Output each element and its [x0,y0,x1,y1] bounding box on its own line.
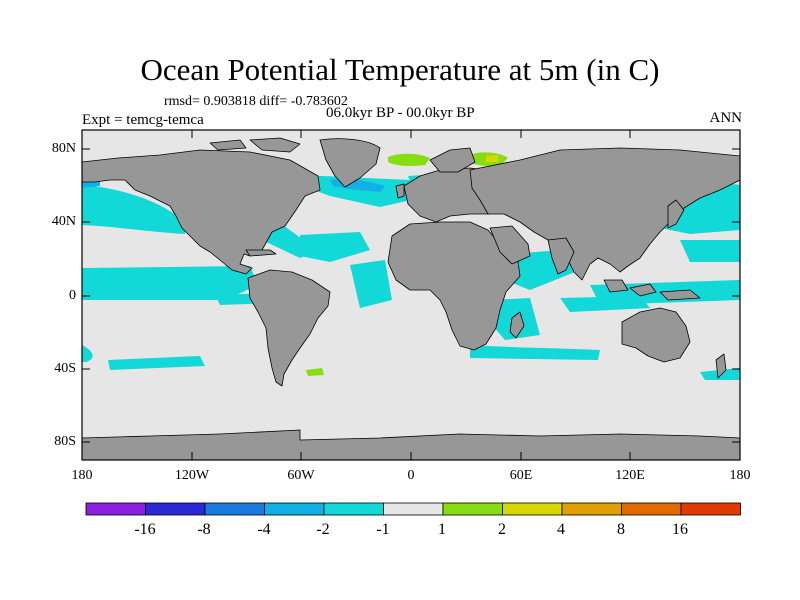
colorbar-swatch [323,502,384,516]
colorbar-label: -1 [376,521,390,538]
colorbar-label: -8 [197,521,211,538]
x-tick-label: 60W [287,468,315,483]
page-title: Ocean Potential Temperature at 5m (in C) [140,52,660,87]
y-axis-ticks [82,148,740,443]
colorbar-swatch [204,502,265,516]
y-tick-label: 40S [54,361,76,376]
x-tick-label: 120W [174,468,210,483]
colorbar-swatch [621,502,682,516]
colorbar-swatch [383,502,444,516]
colorbar-swatch [145,502,206,516]
x-tick-label: 120E [615,468,645,483]
y-tick-label: 80S [54,434,76,449]
land-masses [82,137,740,460]
y-tick-label: 80N [51,141,76,156]
colorbar [85,502,741,516]
cyan-anomaly-regions [82,170,740,380]
colorbar-label: 4 [557,521,565,538]
y-tick-label: 40N [51,214,76,229]
colorbar-label: -2 [316,521,330,538]
colorbar-label: -16 [134,521,156,538]
colorbar-label: -4 [257,521,271,538]
colorbar-label: 8 [617,521,625,538]
colorbar-swatch [561,502,622,516]
experiment-label: Expt = temcg-temca [82,112,204,128]
colorbar-label: 2 [498,521,506,538]
warm-anomaly-regions [306,152,508,376]
colorbar-swatch [502,502,563,516]
stats-label: rmsd= 0.903818 diff= -0.783602 [164,94,348,109]
x-tick-label: 180 [729,468,751,483]
season-label: ANN [709,110,743,126]
colorbar-label: 1 [438,521,446,538]
colorbar-swatch [264,502,325,516]
colorbar-swatch [680,502,741,516]
y-tick-label: 0 [69,288,76,303]
x-axis-ticks [81,130,741,460]
x-tick-label: 60E [509,468,533,483]
colorbar-label: 16 [672,521,688,538]
period-label: 06.0kyr BP - 00.0kyr BP [326,105,475,121]
x-tick-label: 180 [71,468,93,483]
x-tick-label: 0 [407,468,415,483]
colorbar-swatch [85,502,146,516]
colorbar-swatch [442,502,503,516]
